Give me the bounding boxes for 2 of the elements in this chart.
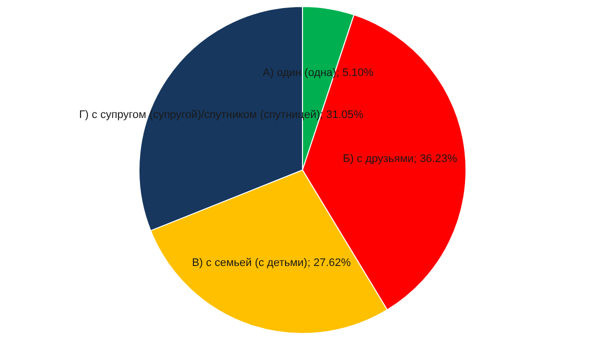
slice-label: В) с семьей (с детьми); 27.62% [192,257,351,270]
slice-label: Б) с друзьями; 36.23% [342,153,458,166]
